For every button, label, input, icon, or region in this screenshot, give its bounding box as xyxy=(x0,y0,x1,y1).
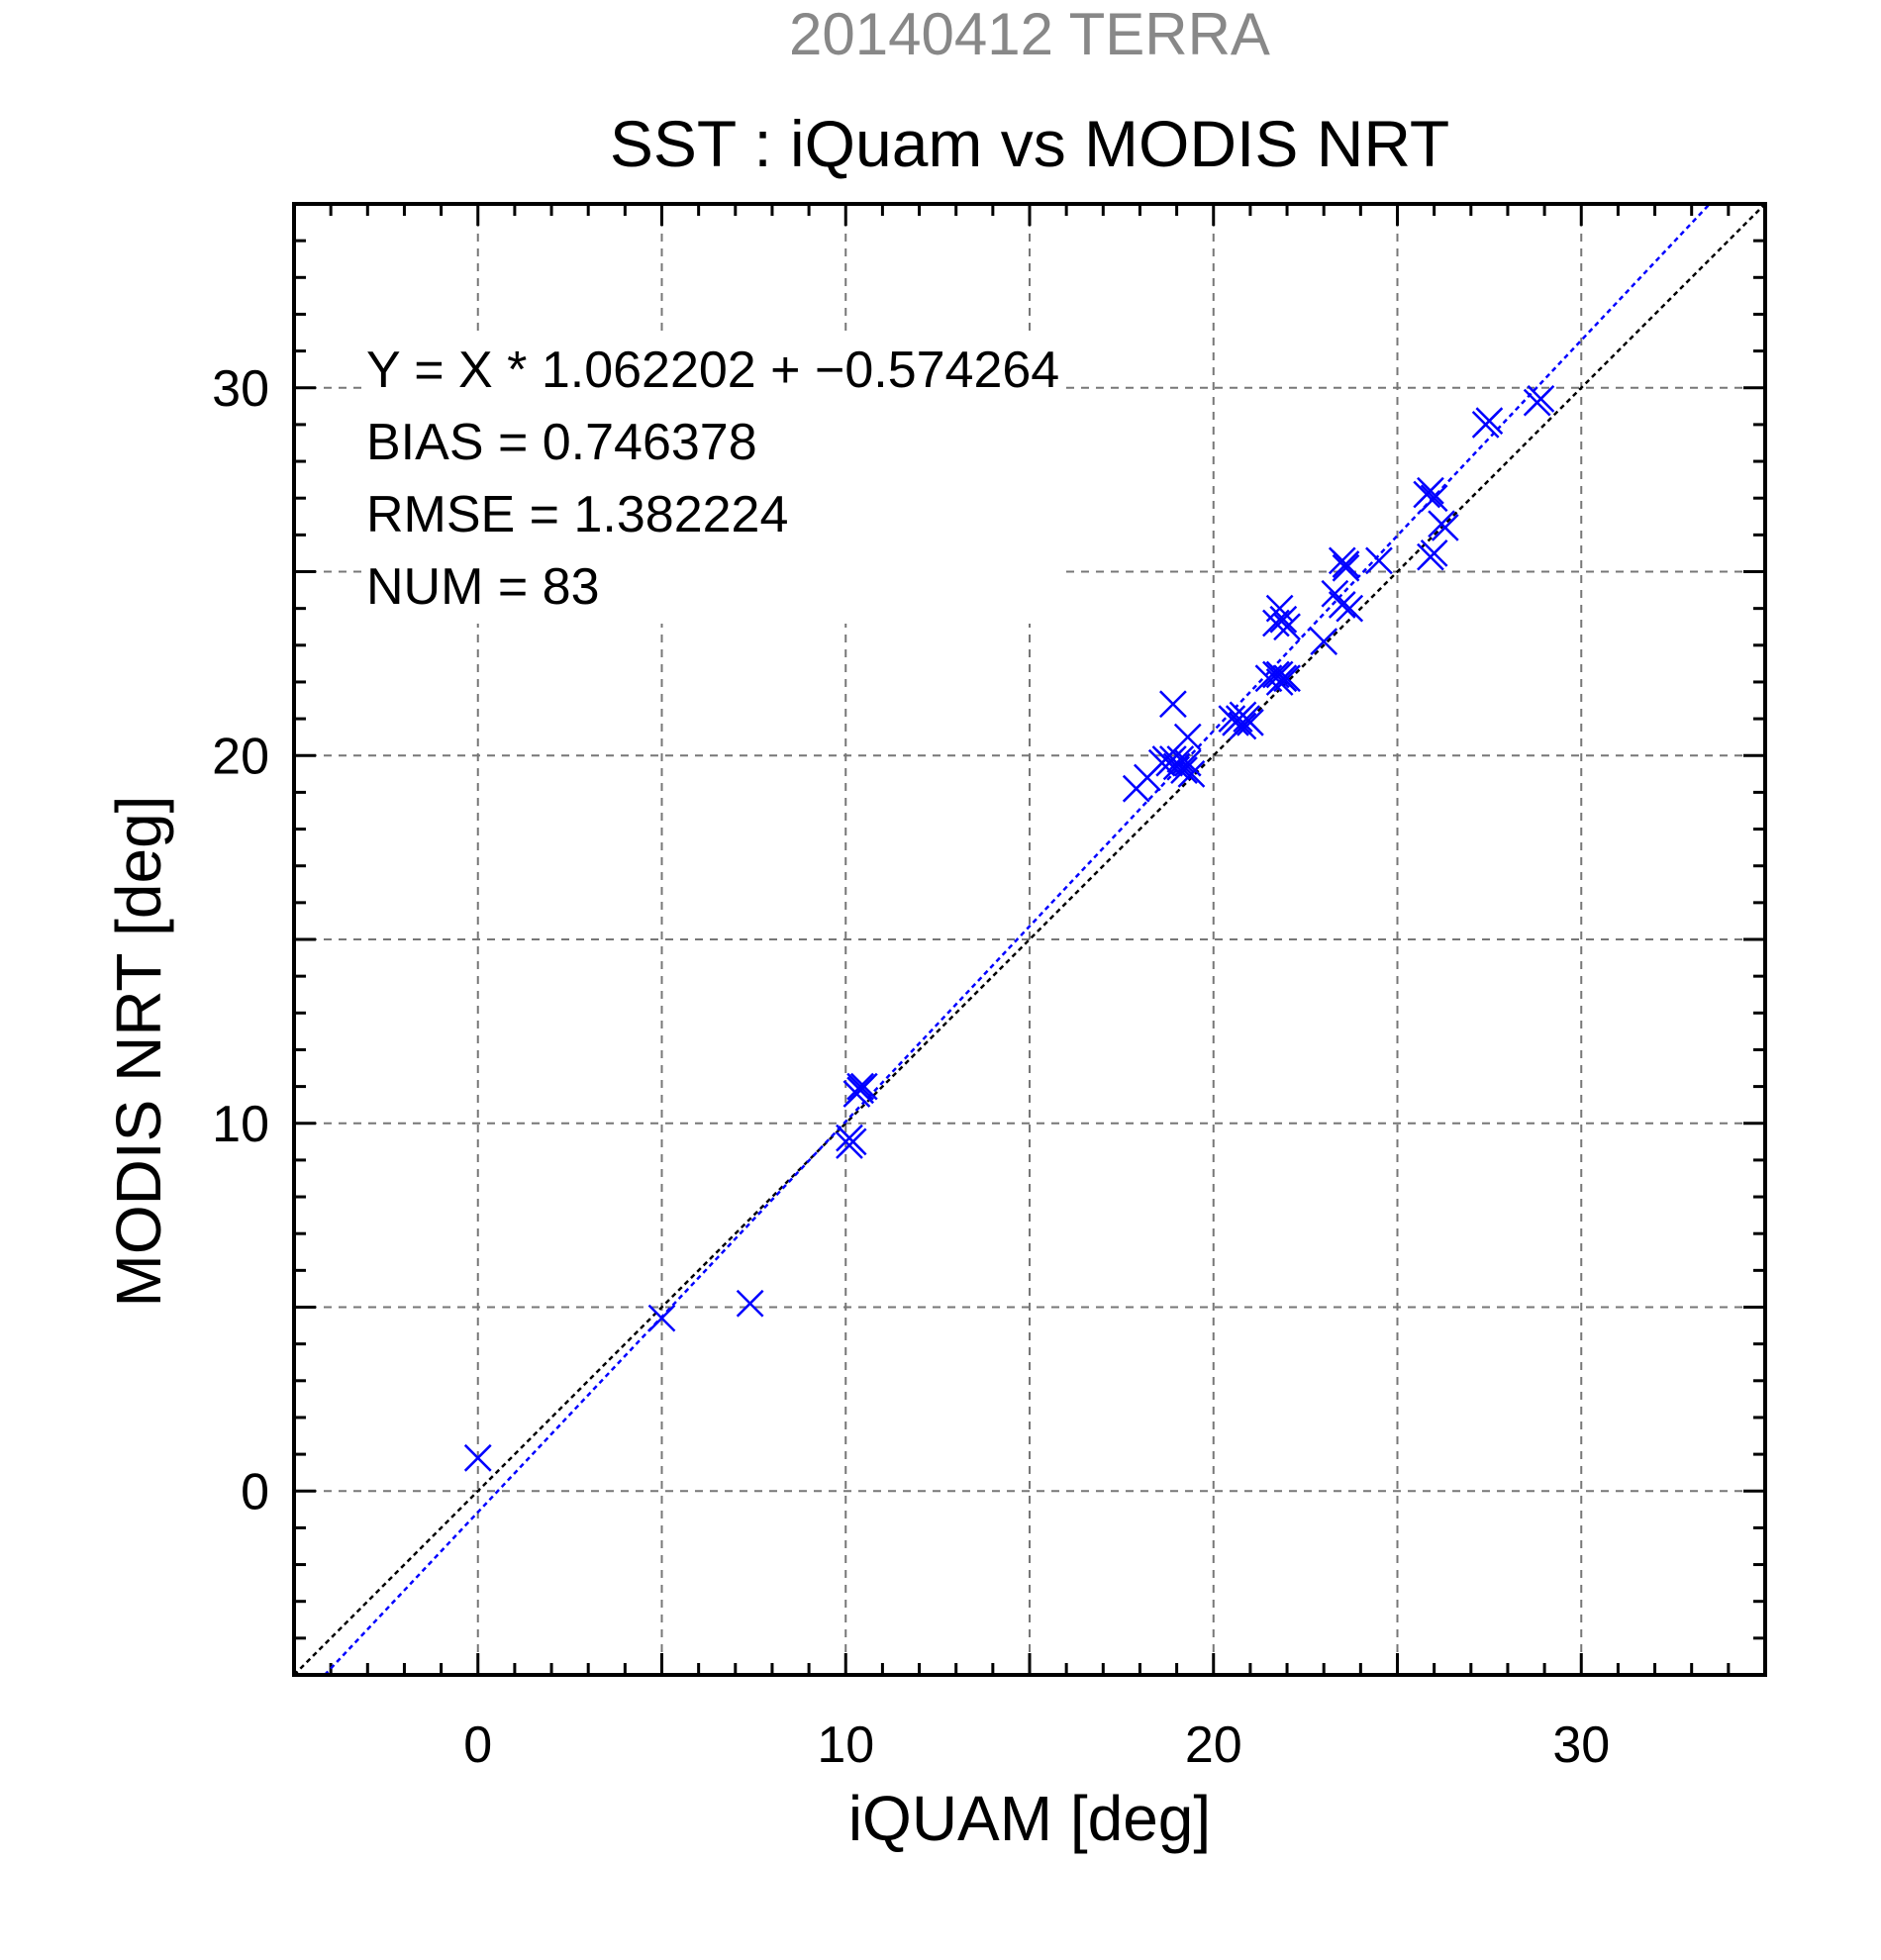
reference-lines xyxy=(294,204,1765,1675)
x-tick-label: 30 xyxy=(1552,1716,1610,1774)
data-point xyxy=(1166,745,1195,773)
chart-subtitle: SST : iQuam vs MODIS NRT xyxy=(609,107,1450,180)
data-point xyxy=(846,1072,874,1101)
regression-equation: Y = X * 1.062202 + −0.574264 xyxy=(366,342,1060,399)
data-point xyxy=(1365,546,1393,575)
rmse-value: RMSE = 1.382224 xyxy=(366,486,789,543)
data-point xyxy=(1229,712,1257,740)
data-point xyxy=(1420,484,1448,513)
y-tick-label: 20 xyxy=(212,728,269,785)
data-point xyxy=(736,1289,764,1318)
data-point xyxy=(1332,553,1360,582)
data-point xyxy=(647,1304,676,1332)
sample-count: NUM = 83 xyxy=(366,558,600,616)
y-tick-label: 0 xyxy=(241,1463,269,1520)
data-point xyxy=(1428,510,1455,539)
data-point xyxy=(1173,723,1202,751)
data-point xyxy=(1420,539,1448,567)
data-point xyxy=(463,1443,492,1472)
data-point xyxy=(1417,476,1444,505)
x-tick-label: 10 xyxy=(817,1716,874,1774)
y-tick-label: 10 xyxy=(212,1096,269,1153)
data-point xyxy=(1310,628,1338,655)
x-axis-label: iQUAM [deg] xyxy=(847,1783,1212,1854)
y-tick-label: 30 xyxy=(212,360,269,418)
data-point xyxy=(1273,664,1301,693)
data-point xyxy=(842,1080,871,1108)
x-tick-label: 0 xyxy=(463,1716,492,1774)
data-point xyxy=(1229,701,1257,730)
data-point xyxy=(1262,660,1290,689)
regression-line xyxy=(323,204,1712,1675)
data-point xyxy=(1159,745,1187,773)
data-point xyxy=(1265,660,1294,689)
data-point xyxy=(1177,759,1206,788)
data-point xyxy=(1475,407,1504,436)
y-axis-label: MODIS NRT [deg] xyxy=(103,795,174,1308)
chart-title: 20140412 TERRA xyxy=(789,1,1270,67)
data-points xyxy=(463,385,1555,1472)
data-point xyxy=(1328,591,1356,619)
tick-labels: 0 10 20 30 0 10 20 30 xyxy=(212,360,1610,1774)
data-point xyxy=(1332,550,1360,578)
statistics-box: Y = X * 1.062202 + −0.574264 BIAS = 0.74… xyxy=(366,335,1060,624)
data-point xyxy=(1159,690,1187,719)
data-point xyxy=(1336,594,1364,623)
data-point xyxy=(1269,605,1298,634)
data-point xyxy=(1162,752,1191,781)
data-point xyxy=(1265,594,1294,623)
data-point xyxy=(1273,613,1301,641)
data-point xyxy=(1527,385,1555,413)
x-tick-label: 20 xyxy=(1185,1716,1242,1774)
bias-value: BIAS = 0.746378 xyxy=(366,414,757,471)
data-point xyxy=(836,1124,863,1152)
plot-frame xyxy=(292,202,1767,1677)
